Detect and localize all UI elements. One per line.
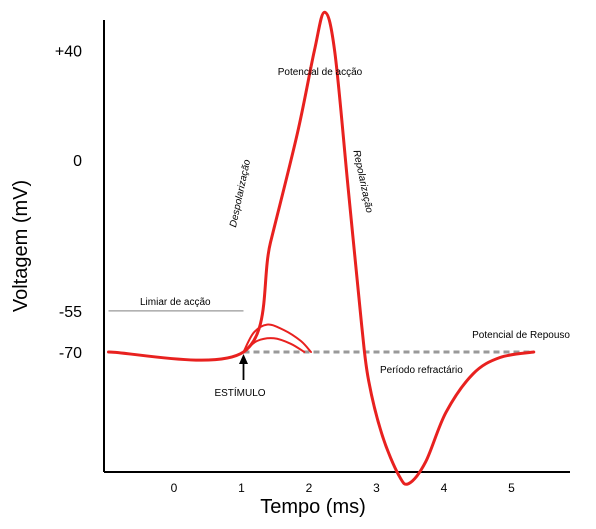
y-tick-label: -70: [59, 345, 82, 362]
annotation-threshold: Limiar de acção: [140, 297, 211, 308]
axes: [103, 20, 570, 473]
x-tick-labels: 0 1 2 3 4 5: [171, 481, 516, 495]
y-axis-title: Voltagem (mV): [10, 180, 32, 312]
annotation-peak: Potencial de acção: [278, 67, 363, 78]
x-tick-label: 1: [238, 481, 245, 495]
annotation-resting: Potencial de Repouso: [472, 330, 570, 341]
series-lines: [107, 10, 536, 486]
x-tick-label: 4: [441, 481, 448, 495]
y-tick-label: +40: [55, 44, 82, 61]
x-axis-title: Tempo (ms): [260, 496, 366, 518]
annotation-stimulus: ESTÍMULO: [214, 386, 265, 399]
x-tick-label: 3: [373, 481, 380, 495]
stimulus-arrow-head: [239, 354, 248, 364]
y-tick-label: 0: [73, 153, 82, 170]
annotation-repolarization: Repolarização: [350, 149, 374, 214]
subthreshold-response-line: [242, 337, 306, 353]
x-tick-label: 0: [171, 481, 178, 495]
y-tick-label: -55: [59, 304, 82, 321]
stimulus-arrow: [239, 354, 248, 380]
action-potential-line: [107, 10, 536, 486]
x-tick-label: 2: [306, 481, 313, 495]
x-tick-label: 5: [508, 481, 515, 495]
reference-lines: [108, 310, 534, 354]
y-tick-labels: +40 0 -55 -70: [55, 44, 82, 362]
subthreshold-response-line: [242, 323, 312, 353]
annotation-refractory: Período refractário: [380, 365, 463, 376]
annotation-depolarization: Despolarização: [228, 158, 253, 228]
